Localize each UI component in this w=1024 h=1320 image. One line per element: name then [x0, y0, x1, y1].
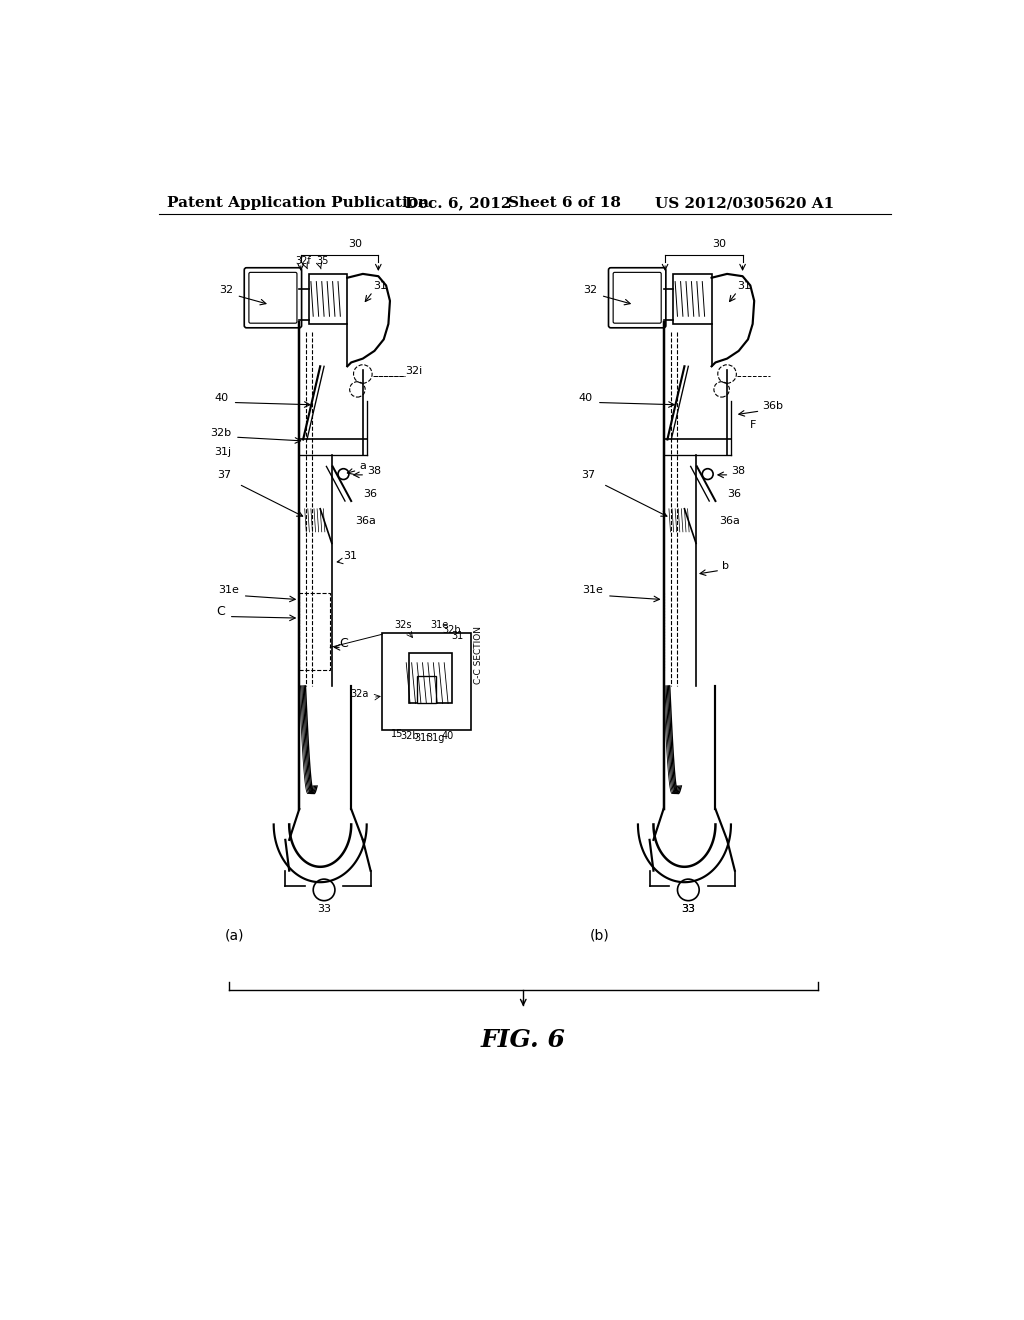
FancyBboxPatch shape	[608, 268, 666, 327]
Text: C: C	[217, 605, 225, 618]
Text: 31e: 31e	[583, 586, 603, 595]
Text: C-C SECTION: C-C SECTION	[474, 626, 483, 684]
Text: 31: 31	[737, 281, 752, 292]
Text: 15: 15	[391, 730, 403, 739]
Bar	[410, 653, 452, 702]
Text: 31j: 31j	[214, 447, 231, 457]
Text: Dec. 6, 2012: Dec. 6, 2012	[406, 197, 512, 210]
FancyBboxPatch shape	[245, 268, 302, 327]
Text: 40: 40	[442, 731, 455, 741]
Text: 32f: 32f	[295, 256, 311, 265]
Text: 31g: 31g	[426, 733, 444, 743]
Text: (b): (b)	[590, 929, 609, 942]
Text: 36a: 36a	[355, 516, 376, 527]
Text: 32b: 32b	[210, 428, 231, 438]
Bar	[308, 275, 347, 323]
Text: 33: 33	[317, 904, 331, 915]
Text: Sheet 6 of 18: Sheet 6 of 18	[508, 197, 621, 210]
Text: 31f: 31f	[415, 733, 430, 743]
Text: 33: 33	[681, 904, 695, 915]
Text: 40: 40	[579, 393, 593, 403]
Bar	[417, 676, 436, 702]
Text: 36: 36	[727, 490, 741, 499]
Text: 37: 37	[217, 470, 231, 480]
Text: 36a: 36a	[719, 516, 740, 527]
Text: C: C	[339, 638, 348, 651]
Text: 32s: 32s	[394, 620, 412, 630]
Text: FIG. 6: FIG. 6	[481, 1028, 565, 1052]
Text: 31e: 31e	[430, 620, 449, 630]
Text: 37: 37	[582, 470, 595, 480]
Bar	[299, 594, 331, 671]
Text: 31e: 31e	[218, 586, 239, 595]
Bar	[382, 634, 471, 730]
Text: 31: 31	[452, 631, 464, 642]
Text: a: a	[359, 461, 366, 471]
Text: 31: 31	[343, 550, 357, 561]
Text: (a): (a)	[225, 929, 245, 942]
Text: 32: 32	[219, 285, 233, 296]
Text: 38: 38	[367, 466, 381, 477]
Text: F: F	[751, 420, 757, 430]
Text: 40: 40	[215, 393, 228, 403]
FancyBboxPatch shape	[613, 272, 662, 323]
Text: 32i: 32i	[406, 366, 423, 376]
Text: 31: 31	[373, 281, 387, 292]
Text: Patent Application Publication: Patent Application Publication	[167, 197, 429, 210]
Text: 32b: 32b	[442, 624, 461, 635]
Text: 32b: 32b	[400, 731, 419, 741]
Text: 35: 35	[316, 256, 329, 265]
Text: 33: 33	[681, 904, 695, 915]
Text: 36: 36	[362, 490, 377, 499]
Text: b: b	[722, 561, 729, 570]
Text: 36b: 36b	[762, 401, 783, 411]
Text: 32a: 32a	[350, 689, 369, 700]
Text: 32: 32	[584, 285, 598, 296]
Text: 30: 30	[348, 239, 362, 249]
Bar	[673, 275, 712, 323]
Text: 30: 30	[713, 239, 726, 249]
FancyBboxPatch shape	[249, 272, 297, 323]
Text: US 2012/0305620 A1: US 2012/0305620 A1	[655, 197, 835, 210]
Text: 38: 38	[731, 466, 745, 477]
